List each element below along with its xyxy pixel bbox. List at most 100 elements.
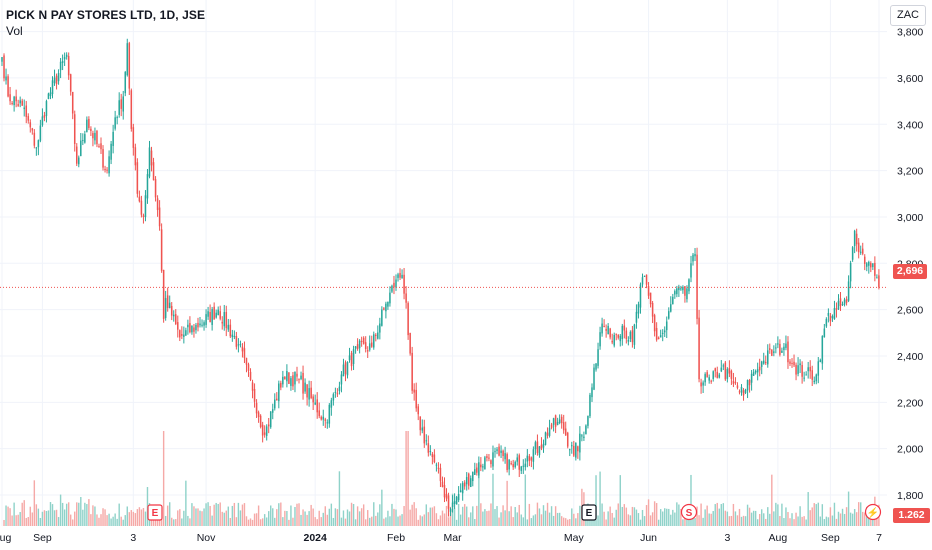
volume-bar (763, 513, 765, 526)
volume-bar (609, 506, 611, 526)
volume-bar (724, 510, 727, 526)
volume-bar (470, 512, 472, 526)
volume-bar (270, 505, 272, 526)
volume-bar (49, 502, 52, 526)
volume-bar (379, 504, 381, 526)
volume-bar (217, 503, 219, 526)
volume-bar (346, 509, 349, 526)
candle-body (688, 279, 690, 292)
volume-bar (546, 502, 549, 526)
candle-body (209, 311, 211, 323)
volume-bar (558, 512, 561, 526)
volume-bar (843, 513, 846, 526)
volume-bar (316, 519, 318, 526)
candle-body (308, 388, 310, 400)
candle-body (740, 387, 743, 393)
candle-body (607, 325, 609, 335)
price-axis-tick-label: 1,800 (897, 490, 923, 502)
candle-body (11, 102, 13, 104)
candle-body (512, 463, 514, 468)
volume-bar (259, 519, 262, 526)
candle-body (443, 484, 446, 498)
candle-body (625, 330, 628, 339)
event-marker-earnings[interactable]: E (581, 504, 597, 521)
candle-body (261, 424, 264, 436)
candle-body (835, 308, 838, 310)
event-marker-dividend[interactable]: ⚡ (864, 503, 882, 521)
volume-bar (730, 515, 733, 526)
volume-bar (300, 514, 302, 526)
candle-body (217, 309, 219, 316)
currency-button[interactable]: ZAC (890, 5, 926, 26)
volume-bar (457, 503, 460, 526)
volume-bar (239, 510, 242, 526)
volume-bar (678, 504, 680, 526)
volume-bar (472, 506, 474, 526)
earnings-badge-label: E (152, 508, 159, 519)
volume-bar (21, 502, 23, 526)
volume-bar (86, 504, 88, 526)
volume-bar (494, 509, 496, 526)
candle-body (239, 344, 242, 346)
volume-indicator-label[interactable]: Vol (6, 24, 23, 38)
volume-bar (841, 508, 844, 526)
candle-body (177, 322, 179, 330)
volume-bar (63, 509, 66, 526)
candle-body (150, 150, 153, 166)
volume-bar (803, 516, 805, 526)
candle-body (538, 446, 541, 456)
split-badge-label: S (686, 508, 693, 519)
candle-body (235, 336, 238, 347)
candle-body (304, 382, 306, 392)
volume-bar (112, 516, 114, 526)
candle-body (205, 314, 207, 325)
candle-body (59, 61, 62, 71)
volume-bar (855, 512, 858, 526)
price-axis-tick-label: 3,200 (897, 166, 923, 178)
earnings-badge-label: E (586, 508, 593, 519)
candle-body (41, 116, 44, 126)
candle-body (330, 400, 333, 408)
candle-body (156, 198, 159, 210)
volume-bar (674, 512, 676, 526)
event-marker-earnings[interactable]: E (147, 504, 163, 521)
candle-body (718, 374, 721, 378)
candle-body (694, 254, 696, 257)
symbol-title[interactable]: PICK N PAY STORES LTD, 1D, JSE (6, 8, 206, 22)
volume-bar (348, 511, 351, 526)
candle-body (682, 286, 684, 291)
event-marker-split[interactable]: S (680, 503, 698, 521)
volume-bar (659, 509, 662, 526)
volume-bar (599, 471, 601, 526)
candle-body (754, 370, 757, 373)
volume-bar (237, 502, 240, 526)
candle-body (168, 302, 171, 309)
candle-body (831, 316, 834, 319)
time-axis-tick-label: Sep (33, 532, 52, 544)
volume-bar (356, 506, 359, 526)
candle-body (813, 380, 816, 383)
volume-bar (381, 489, 383, 526)
volume-bar (777, 504, 779, 526)
volume-bar (625, 507, 628, 526)
volume-bar (132, 511, 135, 526)
candle-body (659, 335, 662, 338)
candle-body (241, 346, 244, 352)
candle-body (613, 334, 615, 346)
candle-body (764, 361, 767, 364)
volume-bar (100, 514, 102, 526)
volume-bar (532, 515, 535, 526)
volume-bar (603, 511, 605, 526)
volume-bar (171, 517, 173, 526)
split-badge (680, 503, 698, 521)
volume-bar (358, 511, 361, 526)
candle-body (506, 454, 508, 470)
volume-bar (207, 502, 209, 526)
volume-bar (74, 511, 76, 526)
candle-body (730, 370, 733, 379)
volume-bar (528, 503, 531, 526)
candle-body (556, 421, 559, 425)
volume-bar (354, 519, 357, 526)
